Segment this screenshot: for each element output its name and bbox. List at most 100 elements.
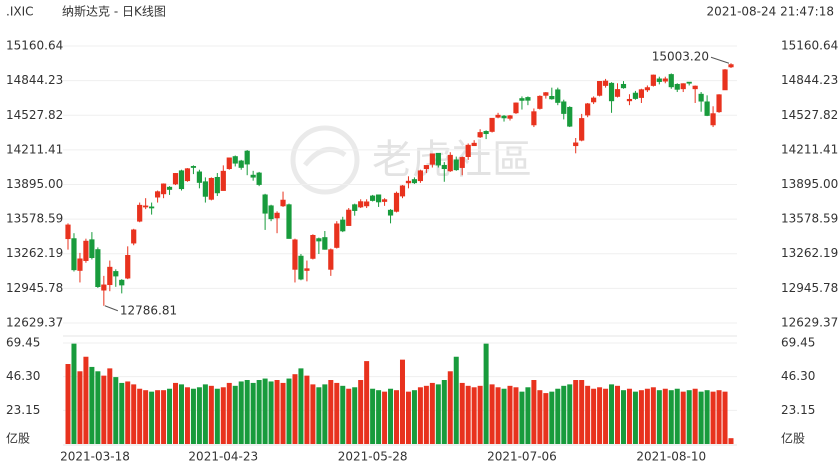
volume-bar xyxy=(549,391,555,444)
y-tick-label: 14844.23 xyxy=(6,73,63,87)
volume-bar xyxy=(394,390,400,444)
candle-body xyxy=(423,165,429,170)
volume-bar xyxy=(388,388,394,444)
candle-body xyxy=(549,96,555,100)
y-tick-label-right: 13578.59 xyxy=(781,212,838,226)
candle-body xyxy=(160,183,167,195)
candle-body xyxy=(405,180,412,184)
candle-body xyxy=(113,271,119,277)
volume-bar xyxy=(119,382,125,444)
volume-tick-label: 23.15 xyxy=(6,403,40,417)
volume-bar xyxy=(435,384,441,444)
candle-body xyxy=(602,80,609,86)
candle-body xyxy=(674,83,680,90)
candle-body xyxy=(65,224,71,240)
candle-body xyxy=(232,156,238,164)
candle-body xyxy=(280,199,286,207)
volume-bar xyxy=(125,381,131,444)
candle-body xyxy=(95,249,101,287)
candle-body xyxy=(543,92,549,96)
annotation-line xyxy=(104,305,119,312)
volume-bar xyxy=(83,356,89,444)
candle-body xyxy=(435,152,441,166)
volume-bar xyxy=(173,382,179,444)
candle-body xyxy=(585,103,591,116)
candle-body xyxy=(698,93,704,102)
candle-body xyxy=(692,85,698,90)
y-tick-label-right: 12945.78 xyxy=(781,281,838,295)
candle-body xyxy=(614,89,621,97)
volume-bar xyxy=(310,384,316,444)
candle-body xyxy=(184,168,191,182)
y-tick-label: 13262.19 xyxy=(6,246,63,260)
candle-body xyxy=(71,238,77,271)
volume-bar xyxy=(477,385,483,444)
candle-body xyxy=(166,186,173,190)
candle-body xyxy=(537,95,543,109)
candle-body xyxy=(125,255,131,279)
volume-bar xyxy=(280,382,286,444)
volume-bar xyxy=(71,343,77,444)
volume-bar xyxy=(137,388,143,444)
candle-body xyxy=(107,266,113,286)
volume-bar xyxy=(304,375,310,444)
y-tick-label-right: 13895.00 xyxy=(781,177,838,191)
volume-bar xyxy=(489,384,495,444)
candle-body xyxy=(501,115,507,119)
volume-bar xyxy=(328,380,334,444)
candle-body xyxy=(340,219,346,232)
y-tick-label-right: 14844.23 xyxy=(781,73,838,87)
candle-body xyxy=(507,115,513,119)
volume-bar xyxy=(674,388,680,444)
volume-bar xyxy=(286,378,292,444)
symbol: .IXIC xyxy=(6,5,34,19)
candle-body xyxy=(101,284,107,291)
candle-body xyxy=(131,229,137,244)
candle-body xyxy=(411,179,418,184)
candle-body xyxy=(459,157,465,168)
volume-bar xyxy=(501,388,507,444)
volume-bar xyxy=(567,384,573,444)
candle-body xyxy=(668,74,674,88)
volume-unit: 亿股 xyxy=(6,431,30,446)
candle-body xyxy=(704,101,710,116)
volume-bar xyxy=(202,384,208,444)
x-tick-label: 2021-08-10 xyxy=(636,450,706,464)
volume-bar xyxy=(615,385,621,444)
volume-bar xyxy=(358,380,364,444)
candle-body xyxy=(274,212,280,219)
candle-body xyxy=(531,111,537,126)
candle-body xyxy=(298,255,304,280)
volume-bar xyxy=(585,385,591,444)
volume-bar xyxy=(626,388,632,444)
volume-bar xyxy=(399,359,405,444)
volume-bar xyxy=(238,381,244,444)
candle-body xyxy=(256,172,262,185)
y-tick-label-right: 14211.41 xyxy=(781,142,838,156)
volume-bar xyxy=(370,388,376,444)
volume-bar xyxy=(256,380,262,444)
volume-bar xyxy=(376,390,382,444)
volume-bar xyxy=(214,388,220,444)
volume-bar xyxy=(495,387,501,444)
candle-body xyxy=(190,166,197,168)
y-tick-label-right: 15160.64 xyxy=(781,39,838,53)
volume-bar xyxy=(561,385,567,444)
volume-bar xyxy=(686,390,692,444)
volume-bar xyxy=(710,391,716,444)
volume-bar xyxy=(483,343,489,444)
candle-body xyxy=(519,98,525,101)
candle-body xyxy=(322,237,328,250)
volume-bar xyxy=(346,388,352,444)
volume-tick-label-right: 23.15 xyxy=(781,403,815,417)
candle-body xyxy=(226,157,232,170)
volume-bar xyxy=(423,385,429,444)
annotation-label: 15003.20 xyxy=(652,50,709,64)
candle-body xyxy=(370,195,376,201)
volume-bar xyxy=(95,371,101,444)
candle-body xyxy=(716,94,722,113)
volume-bar xyxy=(190,388,196,444)
volume-bar xyxy=(459,382,465,444)
volume-bar xyxy=(411,390,417,444)
